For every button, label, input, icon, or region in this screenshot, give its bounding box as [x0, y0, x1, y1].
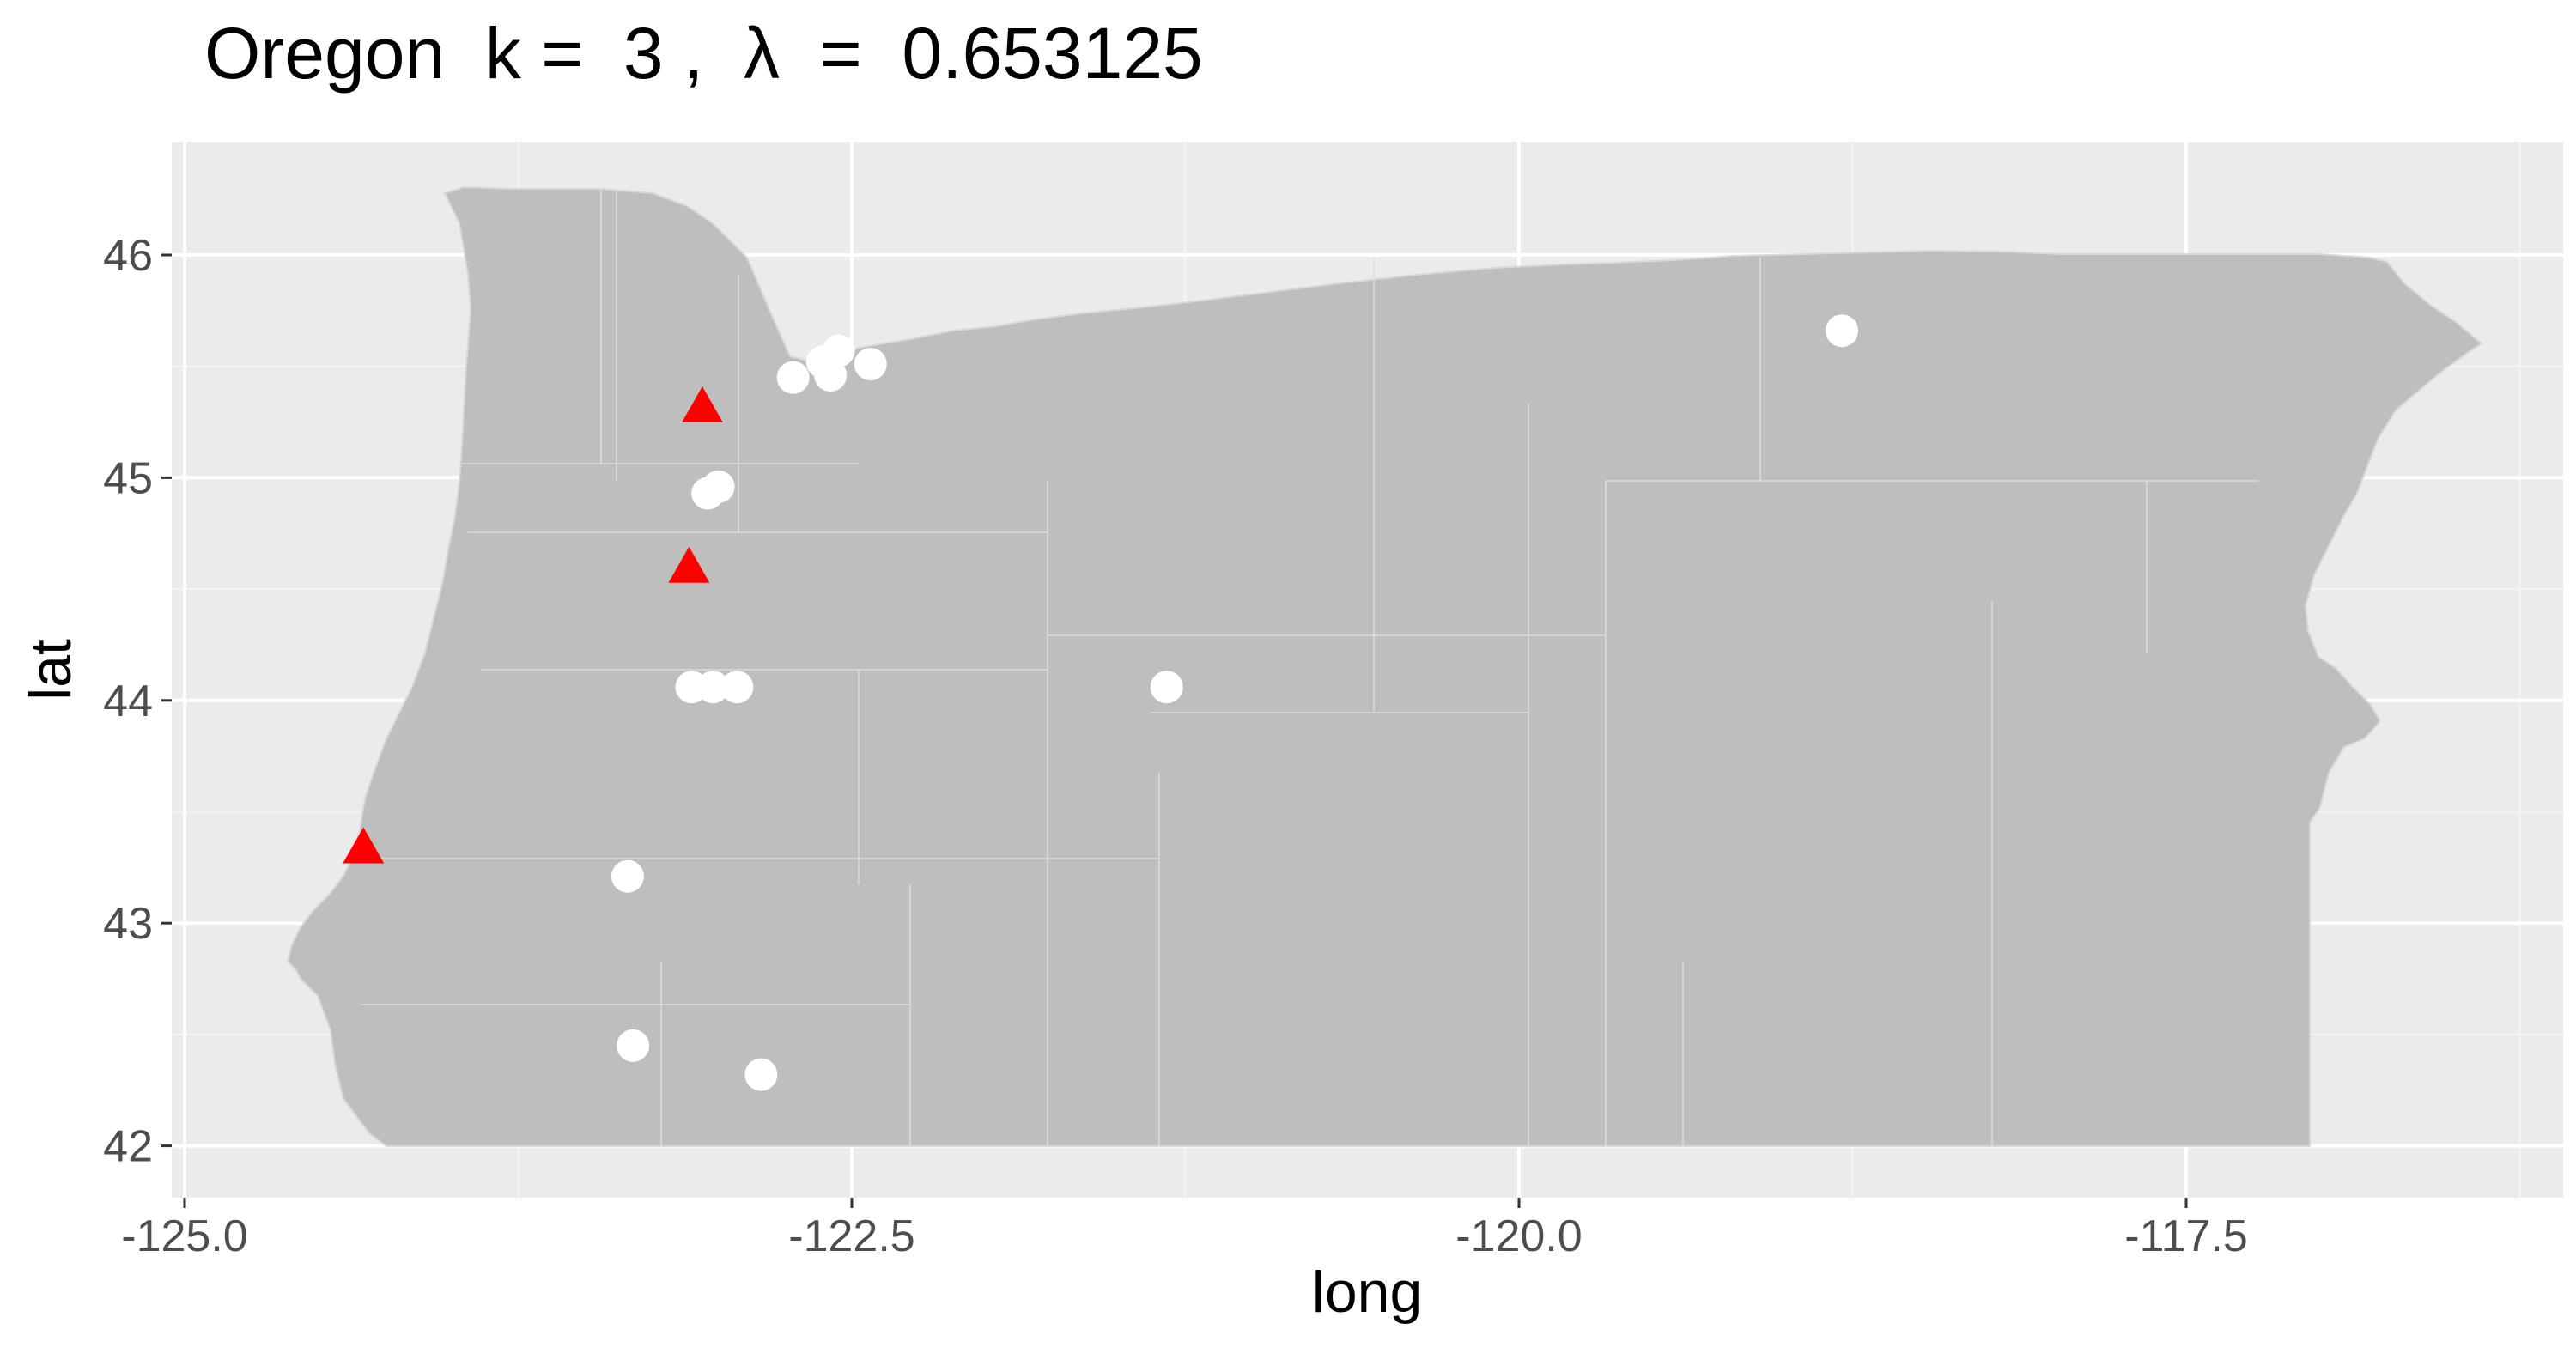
city-point-circle	[744, 1058, 778, 1091]
center-point-triangle	[668, 546, 710, 583]
x-axis: -125.0 -122.5 -120.0 -117.5	[121, 1198, 2248, 1261]
city-point-circle	[702, 470, 735, 503]
city-point-circle	[611, 859, 644, 893]
city-point-circle	[617, 1029, 650, 1062]
center-point-triangle	[681, 386, 723, 422]
city-point-circle	[1826, 314, 1859, 348]
city-point-circle	[696, 671, 730, 704]
x-tick-label: -122.5	[788, 1211, 914, 1261]
oregon-map	[286, 185, 2483, 1147]
city-point-circle	[814, 359, 848, 392]
chart-title: Oregon k = 3 , λ = 0.653125	[204, 13, 1203, 94]
center-point-triangle	[343, 827, 385, 864]
city-point-circle	[1150, 671, 1183, 704]
x-axis-title: long	[1312, 1260, 1423, 1325]
y-tick-label: 42	[103, 1122, 153, 1172]
city-point-circle	[854, 348, 887, 381]
x-tick-label: -125.0	[121, 1211, 247, 1261]
y-tick-label: 43	[103, 899, 153, 949]
point-markers	[343, 314, 1859, 1091]
county-lines	[361, 189, 2258, 1146]
y-tick-label: 46	[103, 231, 153, 281]
y-tick-label: 44	[103, 677, 153, 726]
y-axis: 42 43 44 45 46	[103, 231, 172, 1172]
oregon-state-shape	[286, 185, 2483, 1147]
city-point-circle	[720, 671, 754, 704]
x-tick-label: -120.0	[1455, 1211, 1582, 1261]
y-tick-label: 45	[103, 453, 153, 503]
y-axis-title: lat	[18, 639, 83, 701]
x-tick-label: -117.5	[2124, 1211, 2248, 1261]
city-point-circle	[776, 361, 810, 394]
city-point-circle	[822, 334, 855, 367]
